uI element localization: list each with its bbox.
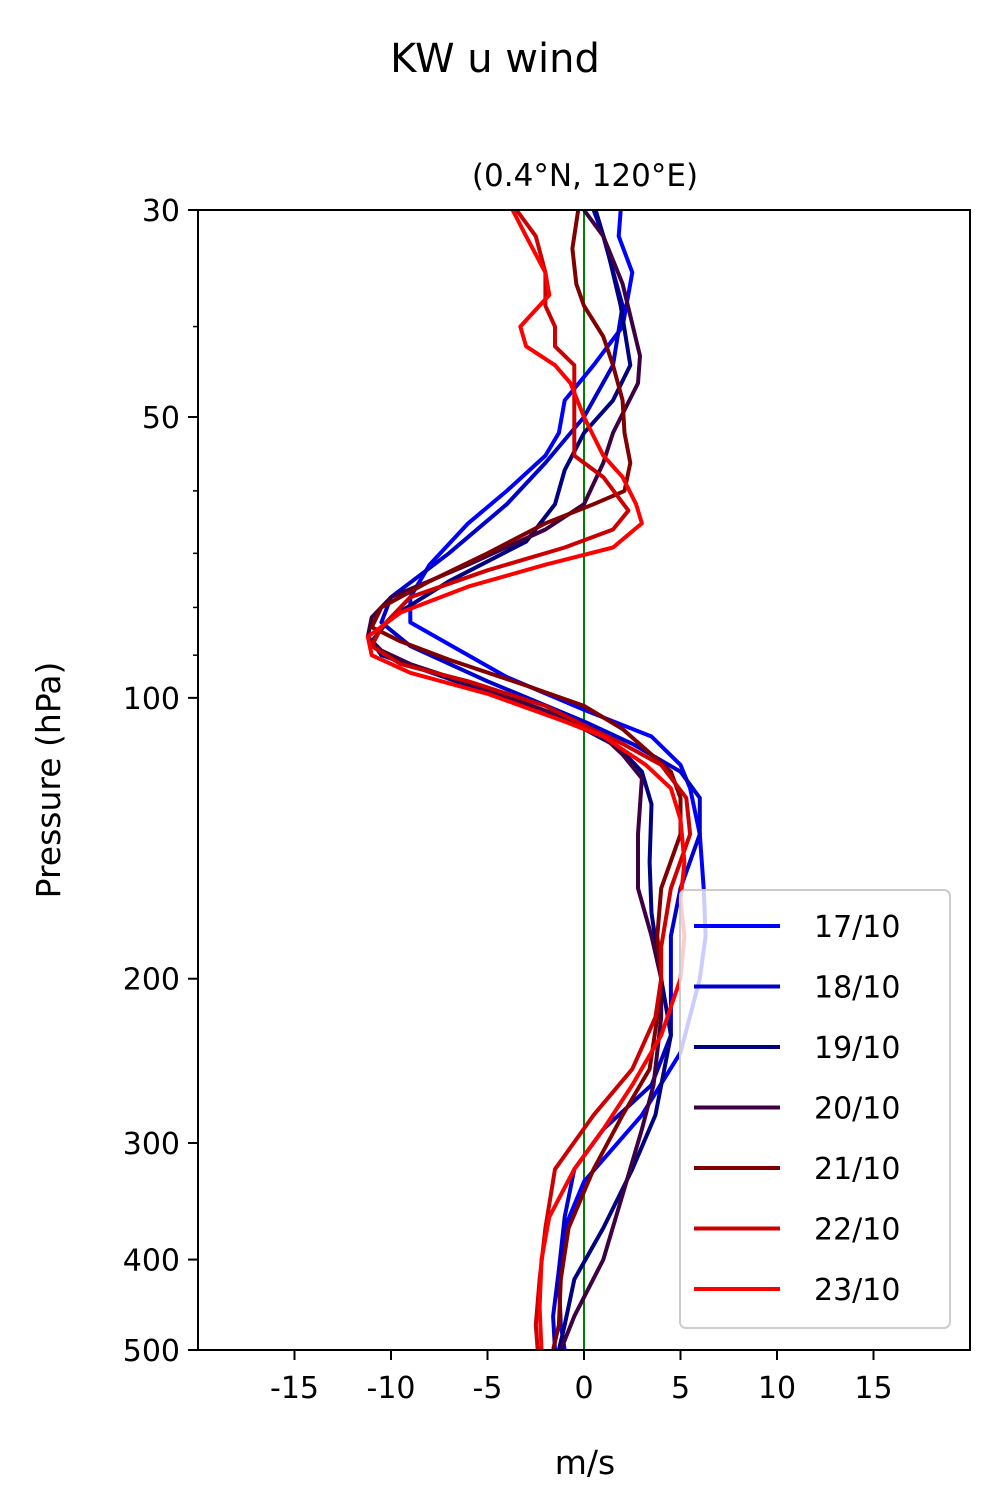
y-tick-label: 100 [123, 682, 180, 717]
series-layer [365, 210, 708, 1350]
x-tick-label: 10 [758, 1371, 796, 1406]
series-line-2 [379, 210, 702, 1350]
series-line-7 [365, 210, 687, 1350]
y-axis-label: Pressure (hPa) [29, 662, 68, 899]
x-tick-label: -5 [473, 1371, 503, 1406]
legend-label: 23/10 [814, 1273, 900, 1308]
legend-box [679, 889, 951, 1329]
x-tick-label: 15 [854, 1371, 892, 1406]
legend-label: 20/10 [814, 1092, 900, 1127]
legend-label: 18/10 [814, 971, 900, 1006]
legend-label: 22/10 [814, 1213, 900, 1248]
series-line-4 [365, 210, 664, 1350]
chart-subtitle: (0.4°N, 120°E) [472, 158, 698, 194]
x-tick-label: 0 [574, 1371, 593, 1406]
legend-label: 17/10 [814, 910, 900, 945]
x-axis: -15 -10 -5 0 5 10 15 [270, 1350, 893, 1406]
x-tick-label: 5 [671, 1371, 690, 1406]
legend: 17/10 18/10 19/10 20/10 21/10 22/10 23/10 [679, 889, 951, 1329]
chart-title: KW u wind [390, 36, 600, 82]
y-tick-label: 300 [123, 1127, 180, 1162]
y-tick-label: 400 [123, 1244, 180, 1279]
x-axis-label: m/s [555, 1443, 615, 1482]
series-line-6 [369, 210, 693, 1350]
y-tick-label: 50 [142, 401, 180, 436]
series-line-5 [369, 210, 683, 1350]
x-tick-label: -15 [270, 1371, 319, 1406]
y-tick-label: 500 [123, 1334, 180, 1369]
y-tick-label: 30 [142, 194, 180, 229]
x-tick-label: -10 [367, 1371, 416, 1406]
y-axis: 30 50 100 200 300 400 500 [123, 194, 198, 1369]
legend-label: 21/10 [814, 1152, 900, 1187]
legend-label: 19/10 [814, 1031, 900, 1066]
y-tick-label: 200 [123, 963, 180, 998]
